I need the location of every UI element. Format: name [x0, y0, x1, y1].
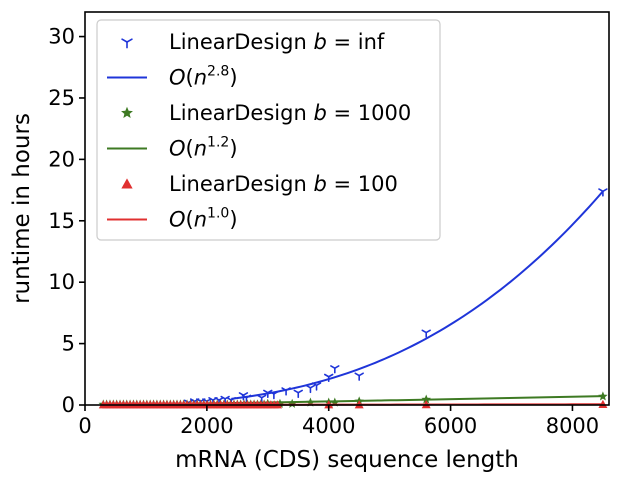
series-0-point: [293, 389, 303, 399]
y-axis-label: runtime in hours: [9, 113, 35, 304]
legend-handle-marker: [121, 178, 133, 189]
legend: LinearDesign b = inf O(n2.8) LinearDesign …: [96, 19, 441, 241]
x-tick-label: 0: [78, 414, 91, 438]
legend-entry: LinearDesign b = 100: [169, 172, 398, 196]
x-tick-label: 4000: [302, 414, 355, 438]
x-tick-label: 6000: [424, 414, 477, 438]
legend-entry: O(n1.0): [169, 206, 238, 232]
series-0-point: [330, 365, 340, 374]
legend-entry: O(n2.8): [169, 64, 238, 90]
x-tick-label: 8000: [546, 414, 599, 438]
series-0-point: [421, 329, 431, 338]
axes: 0 2000 4000 6000 8000 0 5 10 15 20 25 30 mRNA (CDS) …: [9, 11, 610, 473]
series-0-point: [354, 372, 364, 381]
x-axis-label: mRNA (CDS) sequence length: [175, 447, 519, 473]
series-0-point: [305, 384, 316, 394]
legend-entry: O(n1.2): [169, 135, 238, 161]
y-tick-label: 5: [62, 332, 75, 356]
y-tick-label: 0: [62, 393, 75, 417]
legend-handle-marker: [121, 106, 133, 119]
legend-entry: LinearDesign b = inf: [169, 30, 385, 54]
legend-handle-marker: [121, 38, 133, 49]
y-tick-label: 20: [48, 147, 75, 171]
y-tick-label: 30: [48, 25, 75, 49]
y-tick-label: 15: [48, 209, 75, 233]
legend-box: [96, 19, 441, 241]
y-tick-label: 25: [48, 86, 75, 110]
legend-entry: LinearDesign b = 1000: [169, 101, 411, 125]
axes-frame: [84, 11, 610, 406]
x-tick-label: 2000: [180, 414, 233, 438]
series-2-point: [275, 398, 285, 408]
series-2-point: [287, 398, 297, 408]
series-1-curve: [231, 190, 604, 400]
y-tick-label: 10: [48, 270, 75, 294]
